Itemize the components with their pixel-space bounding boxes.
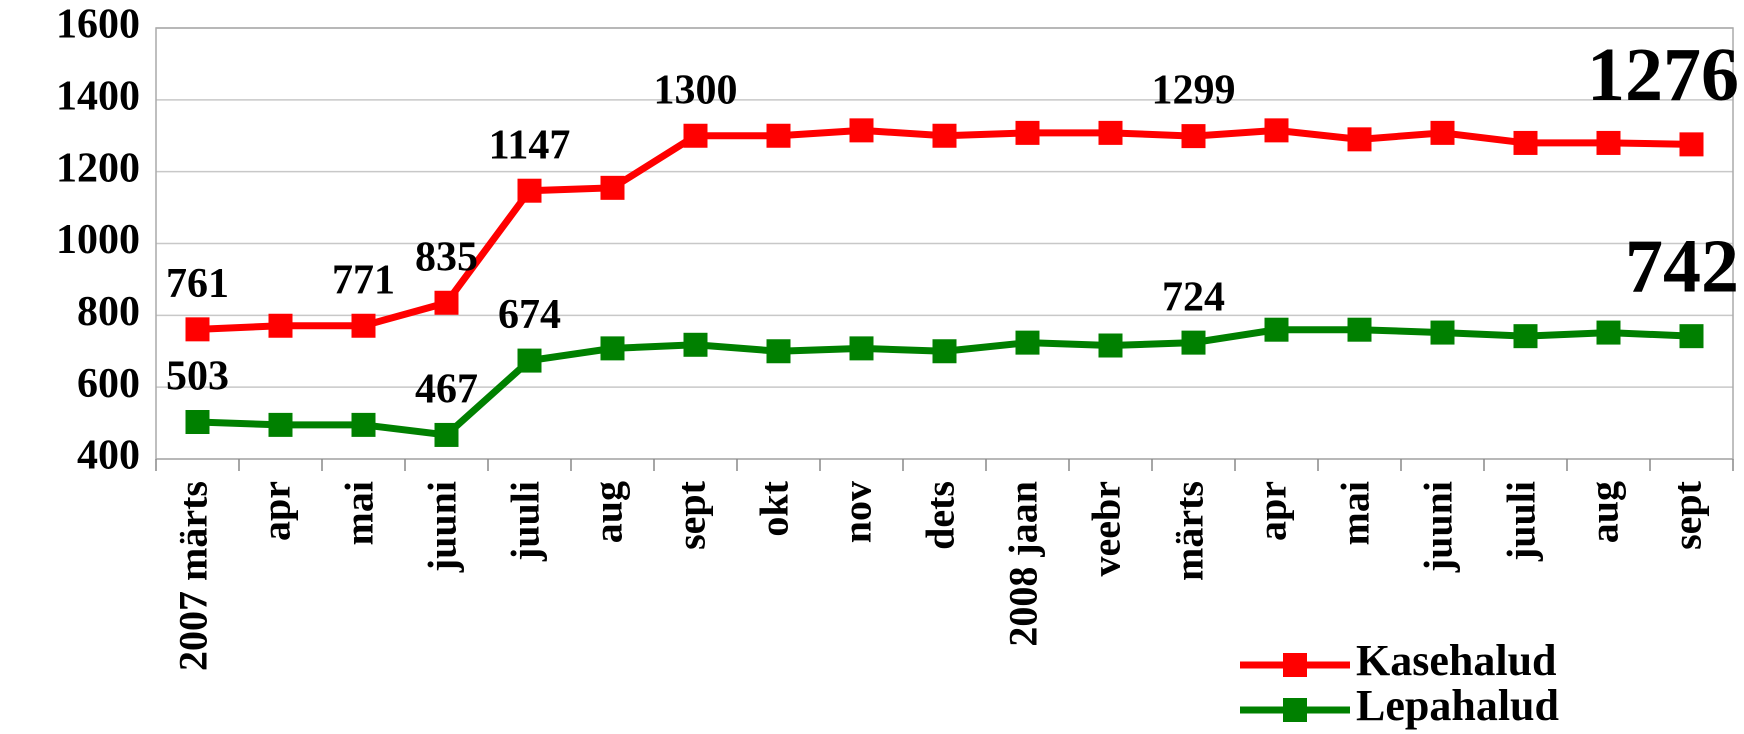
x-tick-label: sept [1665,480,1710,550]
marker [932,123,957,148]
marker [1098,120,1123,145]
marker [1264,118,1289,143]
y-tick-label: 800 [77,289,140,335]
marker [351,412,376,437]
x-tick-label: juuni [420,481,465,573]
marker [1347,317,1372,342]
marker [1513,324,1538,349]
series-line [197,126,1692,333]
marker [1430,120,1455,145]
marker [1181,330,1206,355]
data-label: 1300 [654,67,738,113]
legend-label: Kasehalud [1356,636,1557,685]
data-label: 835 [415,234,478,280]
legend-label: Lepahalud [1356,681,1559,730]
y-tick-label: 1400 [56,73,140,119]
marker [1596,130,1621,155]
marker [434,422,459,447]
x-tick-label: aug [586,481,631,543]
marker [434,290,459,315]
marker [1015,120,1040,145]
data-label: 1276 [1587,33,1739,117]
x-tick-label: 2007 märts [171,481,216,671]
marker [1679,132,1704,157]
marker [600,175,625,200]
y-tick-label: 1000 [56,217,140,263]
marker [1430,320,1455,345]
plot-frame [155,27,1734,460]
marker [185,410,210,435]
x-tick-label: aug [1582,481,1627,543]
data-label: 1299 [1152,68,1236,114]
data-label: 771 [332,257,395,303]
data-label: 503 [166,354,229,400]
marker [517,178,542,203]
marker [683,123,708,148]
x-tick-label: juuli [503,481,548,562]
data-label: 674 [498,292,561,338]
marker [351,313,376,338]
marker [1098,333,1123,358]
marker [1181,124,1206,149]
data-label: 467 [415,367,478,413]
x-tick-label: 2008 jaan [1001,481,1046,647]
y-tick-label: 400 [77,433,140,479]
marker [766,123,791,148]
y-tick-label: 1600 [56,2,140,48]
marker [600,336,625,361]
data-label: 761 [166,261,229,307]
x-tick-label: juuni [1416,481,1461,573]
x-tick-label: veebr [1084,481,1129,577]
x-tick-label: juuli [1499,481,1544,562]
marker [766,339,791,364]
data-label: 1147 [489,122,571,168]
marker [1015,330,1040,355]
x-tick-label: sept [669,480,714,550]
marker [683,332,708,357]
y-tick-label: 600 [77,361,140,407]
marker [1679,324,1704,349]
x-tick-label: apr [1250,481,1295,541]
marker [185,317,210,342]
x-tick-label: okt [752,480,797,536]
marker [849,118,874,143]
marker [849,336,874,361]
x-tick-label: märts [1167,481,1212,581]
marker [932,339,957,364]
data-label: 742 [1625,225,1739,309]
x-tick-label: dets [918,481,963,550]
marker [1513,130,1538,155]
marker [1596,320,1621,345]
legend-marker [1283,653,1307,677]
marker [268,412,293,437]
x-tick-label: nov [835,481,880,543]
marker [1264,317,1289,342]
x-tick-label: apr [254,481,299,541]
data-label: 724 [1162,274,1225,320]
marker [1347,127,1372,152]
x-tick-label: mai [337,481,382,545]
x-tick-label: mai [1333,481,1378,545]
marker [268,313,293,338]
marker [517,348,542,373]
legend-marker [1283,698,1307,722]
y-tick-label: 1200 [56,145,140,191]
